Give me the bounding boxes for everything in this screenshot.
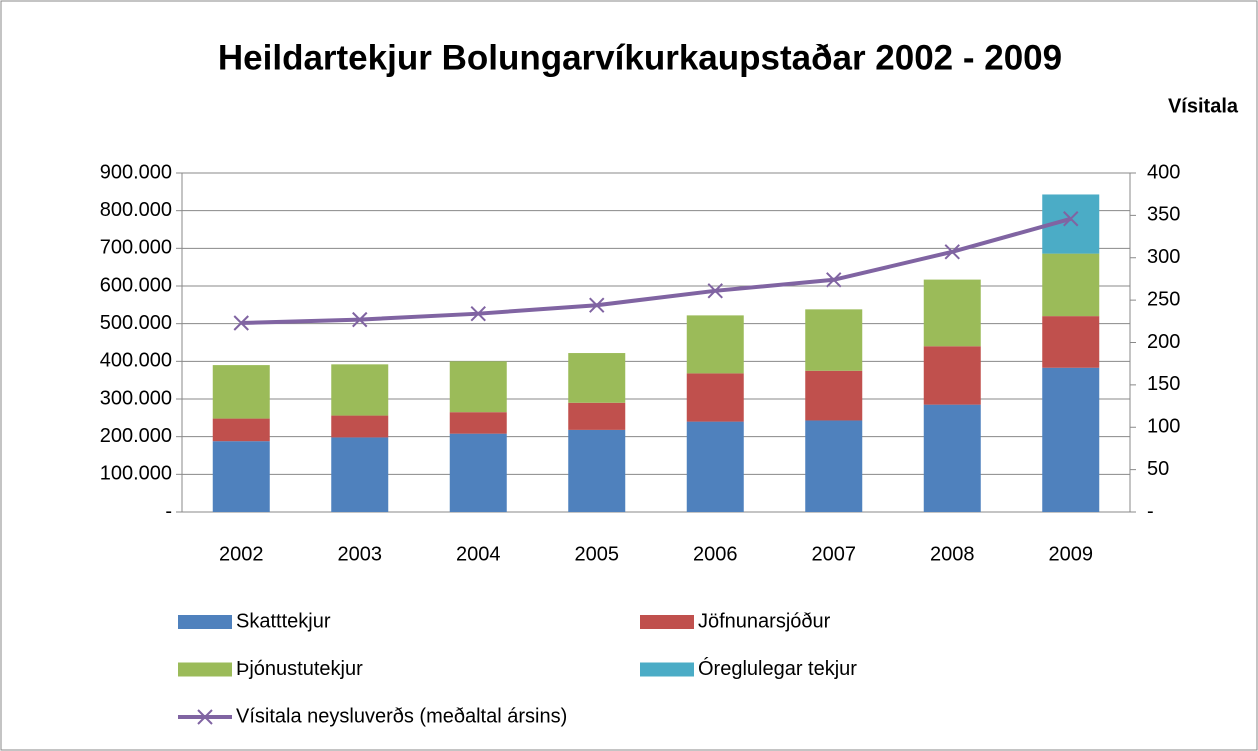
bar-segment — [805, 370, 863, 421]
bar-segment — [1042, 367, 1100, 512]
y2-tick-label: 250 — [1147, 288, 1180, 310]
bar-segment — [449, 412, 507, 434]
bar-segment — [449, 361, 507, 413]
legend-label: Þjónustutekjur — [236, 658, 363, 680]
x-tick-label: 2004 — [456, 543, 501, 565]
x-tick-label: 2002 — [219, 543, 264, 565]
bar-segment — [923, 346, 981, 405]
bar-segment — [331, 364, 389, 416]
bar-segment — [686, 315, 744, 374]
plot-frame — [181, 172, 1131, 513]
y2-axis-label: Vísitala — [1168, 95, 1239, 117]
bar-segment — [1042, 253, 1100, 317]
bar-segment — [686, 421, 744, 512]
legend-swatch — [640, 662, 694, 677]
bar-segment — [212, 418, 270, 442]
bar-segment — [568, 429, 626, 512]
bar-segment — [449, 433, 507, 512]
legend-swatch — [178, 662, 232, 677]
bar-segment — [568, 402, 626, 430]
line-marker — [1063, 211, 1079, 227]
legend-label: Skatttekjur — [236, 610, 331, 632]
y-tick-label: 400.000 — [100, 350, 172, 372]
line-marker — [470, 305, 486, 322]
bar-segment — [1042, 316, 1100, 368]
line-marker — [233, 315, 249, 331]
bar-segment — [805, 309, 863, 371]
line-marker — [352, 311, 368, 328]
y2-tick-label: 50 — [1147, 458, 1169, 480]
y2-tick-label: 150 — [1147, 373, 1180, 395]
y2-tick-label: 100 — [1147, 416, 1180, 438]
bar-segment — [568, 353, 626, 403]
bar-segment — [212, 441, 270, 512]
y-tick-label: 700.000 — [100, 237, 172, 259]
bar-segment — [331, 437, 389, 512]
y-tick-label: 900.000 — [100, 161, 172, 183]
x-tick-label: 2005 — [575, 543, 620, 565]
bar-segment — [686, 373, 744, 422]
bar-segment — [923, 404, 981, 512]
y-tick-label: 300.000 — [100, 387, 172, 409]
legend-swatch — [178, 615, 232, 629]
y2-tick-label: 350 — [1147, 204, 1180, 226]
legend-label: Óreglulegar tekjur — [698, 657, 857, 680]
y-tick-label: 200.000 — [100, 425, 172, 447]
x-tick-label: 2006 — [693, 543, 738, 565]
line — [241, 216, 1072, 326]
x-tick-label: 2007 — [812, 543, 857, 565]
bar-segment — [331, 415, 389, 438]
y2-tick-label: 300 — [1147, 246, 1180, 268]
legend-label: Jöfnunarsjóður — [698, 610, 831, 632]
x-tick-label: 2008 — [930, 543, 975, 565]
y2-tick-label: 400 — [1147, 161, 1180, 183]
bar-segment — [212, 365, 270, 419]
y-tick-label: - — [165, 500, 172, 522]
legend-swatch — [640, 615, 694, 629]
y-tick-label: 600.000 — [100, 274, 172, 296]
y2-tick-label: 200 — [1147, 331, 1180, 353]
chart-title: Heildartekjur Bolungarvíkurkaupstaðar 20… — [218, 38, 1062, 77]
legend-label: Vísitala neysluverðs (meðaltal ársins) — [236, 705, 567, 727]
y-tick-label: 100.000 — [100, 463, 172, 485]
y2-tick-label: - — [1147, 500, 1154, 522]
legend-marker — [197, 709, 213, 725]
line-marker — [944, 244, 960, 260]
x-tick-label: 2003 — [338, 543, 383, 565]
line-marker — [707, 283, 723, 299]
line-marker — [826, 272, 842, 288]
line-marker — [589, 297, 605, 313]
x-tick-label: 2009 — [1049, 543, 1094, 565]
y-tick-label: 800.000 — [100, 199, 172, 221]
y-tick-label: 500.000 — [100, 312, 172, 334]
bar-segment — [923, 279, 981, 347]
bar-segment — [805, 420, 863, 512]
